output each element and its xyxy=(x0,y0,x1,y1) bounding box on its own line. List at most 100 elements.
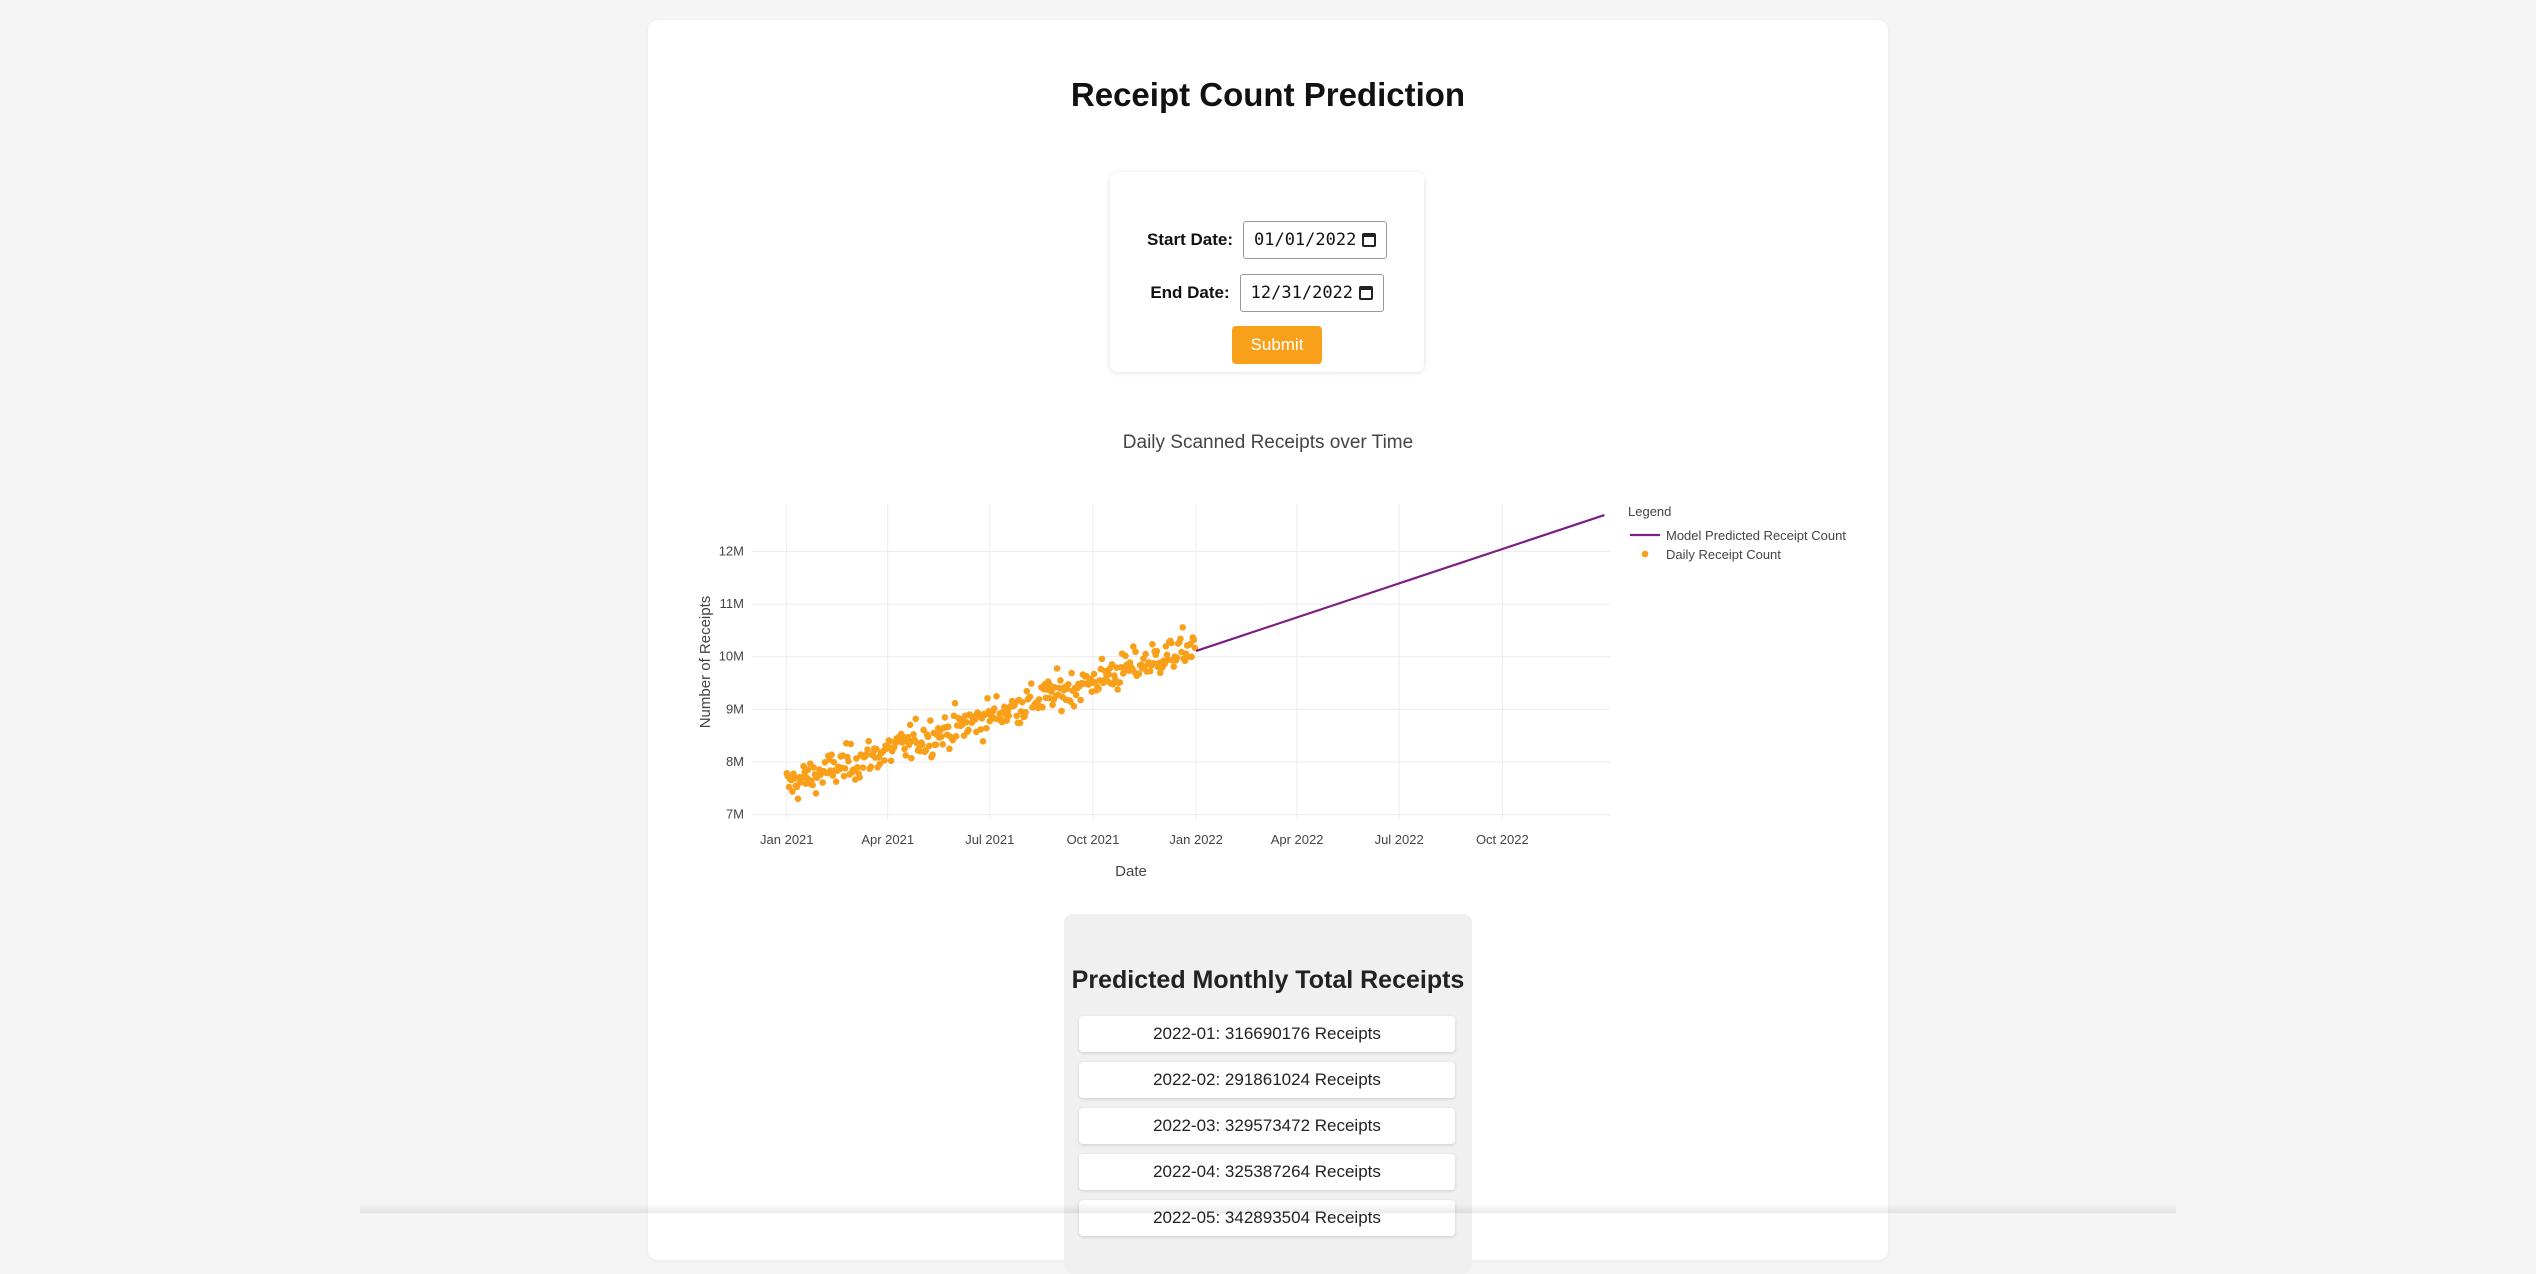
data-point xyxy=(1150,659,1157,667)
data-point xyxy=(919,741,926,748)
data-point xyxy=(1119,670,1127,677)
data-point xyxy=(951,699,959,707)
data-point xyxy=(952,733,960,740)
data-point xyxy=(1013,712,1020,720)
data-point xyxy=(1098,655,1106,663)
calendar-icon[interactable] xyxy=(1361,233,1376,247)
data-point xyxy=(840,772,848,780)
data-point xyxy=(1116,679,1124,686)
data-point xyxy=(847,740,854,748)
data-point xyxy=(1177,635,1184,643)
data-point xyxy=(1058,707,1065,715)
data-point xyxy=(1146,667,1154,675)
data-point xyxy=(859,764,867,771)
data-point xyxy=(922,747,930,754)
data-point xyxy=(1070,702,1078,710)
data-point xyxy=(925,742,933,750)
data-point xyxy=(901,745,908,753)
data-point xyxy=(912,715,920,723)
data-point xyxy=(873,745,880,753)
data-point xyxy=(944,723,952,731)
data-point xyxy=(856,773,863,781)
data-point xyxy=(1179,624,1186,631)
data-point xyxy=(910,731,917,738)
data-point xyxy=(1149,640,1156,648)
data-point xyxy=(1001,703,1008,711)
data-point xyxy=(946,745,953,753)
data-point xyxy=(920,726,927,734)
data-point xyxy=(832,778,840,786)
data-point xyxy=(845,757,852,765)
data-point xyxy=(990,705,998,712)
start-date-row: Start Date: 01/01/2022 xyxy=(1110,220,1424,260)
data-point xyxy=(1057,677,1064,684)
data-point xyxy=(1053,665,1061,672)
data-point xyxy=(1026,693,1034,701)
data-point xyxy=(977,726,985,733)
data-point xyxy=(907,754,915,762)
result-item: 2022-01: 316690176 Receipts xyxy=(1079,1016,1455,1052)
data-point xyxy=(829,772,837,779)
data-point xyxy=(864,746,871,753)
start-date-input[interactable]: 01/01/2022 xyxy=(1242,221,1387,259)
result-item: 2022-02: 291861024 Receipts xyxy=(1079,1062,1455,1098)
data-point xyxy=(1005,712,1013,720)
data-point xyxy=(853,755,860,762)
data-point xyxy=(1018,698,1026,706)
y-tick-label: 7M xyxy=(726,807,744,822)
data-point xyxy=(785,783,793,791)
data-point xyxy=(1190,636,1198,644)
data-point xyxy=(828,751,835,759)
data-point xyxy=(1022,708,1029,716)
data-point xyxy=(904,733,912,741)
end-date-row: End Date: 12/31/2022 xyxy=(1110,273,1424,313)
y-tick-label: 12M xyxy=(719,543,744,558)
data-point xyxy=(1163,651,1171,659)
legend-title: Legend xyxy=(1628,504,1671,519)
data-point xyxy=(993,693,1000,700)
data-point xyxy=(854,763,861,771)
data-point xyxy=(941,714,949,721)
data-point xyxy=(1077,696,1084,704)
data-point xyxy=(1188,653,1195,661)
data-point xyxy=(830,758,838,766)
data-point xyxy=(1153,647,1161,655)
x-axis-title: Date xyxy=(1115,863,1147,880)
y-tick-label: 10M xyxy=(719,649,744,664)
chart-container: Daily Scanned Receipts over Time Jan 2021… xyxy=(648,410,1888,910)
data-point xyxy=(804,766,812,773)
start-date-value: 01/01/2022 xyxy=(1253,230,1357,250)
calendar-icon[interactable] xyxy=(1358,286,1373,300)
data-point xyxy=(965,726,972,734)
legend-dot-swatch xyxy=(1641,550,1649,558)
result-item: 2022-04: 325387264 Receipts xyxy=(1079,1154,1455,1190)
data-point xyxy=(932,741,940,748)
legend-item-predicted: Model Predicted Receipt Count xyxy=(1666,528,1846,543)
legend-item-actual: Daily Receipt Count xyxy=(1666,547,1781,562)
end-date-input[interactable]: 12/31/2022 xyxy=(1239,274,1384,312)
main-card: Receipt Count Prediction Start Date: 01/… xyxy=(648,20,1888,1274)
x-tick-label: Jul 2021 xyxy=(965,832,1014,847)
end-date-value: 12/31/2022 xyxy=(1250,283,1354,303)
data-point xyxy=(1072,691,1080,699)
y-tick-label: 8M xyxy=(726,754,744,769)
x-tick-label: Jan 2022 xyxy=(1169,832,1223,847)
data-point xyxy=(841,765,849,772)
data-point xyxy=(929,751,936,758)
chart-title: Daily Scanned Receipts over Time xyxy=(1123,432,1413,453)
results-title: Predicted Monthly Total Receipts xyxy=(1071,966,1465,994)
data-point xyxy=(1027,680,1035,687)
bottom-shadow xyxy=(360,1203,2176,1213)
data-point xyxy=(902,752,909,759)
data-point xyxy=(962,718,970,726)
data-point xyxy=(819,779,826,786)
submit-button[interactable]: Submit xyxy=(1232,326,1322,364)
data-point xyxy=(794,795,802,803)
y-tick-label: 9M xyxy=(726,701,744,716)
receipts-chart[interactable]: Daily Scanned Receipts over Time Jan 2021… xyxy=(648,410,1888,910)
date-form: Start Date: 01/01/2022 End Date: 12/31/2… xyxy=(1110,172,1424,372)
data-point xyxy=(886,737,894,745)
x-tick-label: Apr 2021 xyxy=(861,832,914,847)
data-point xyxy=(1064,680,1072,688)
data-point xyxy=(876,760,884,768)
